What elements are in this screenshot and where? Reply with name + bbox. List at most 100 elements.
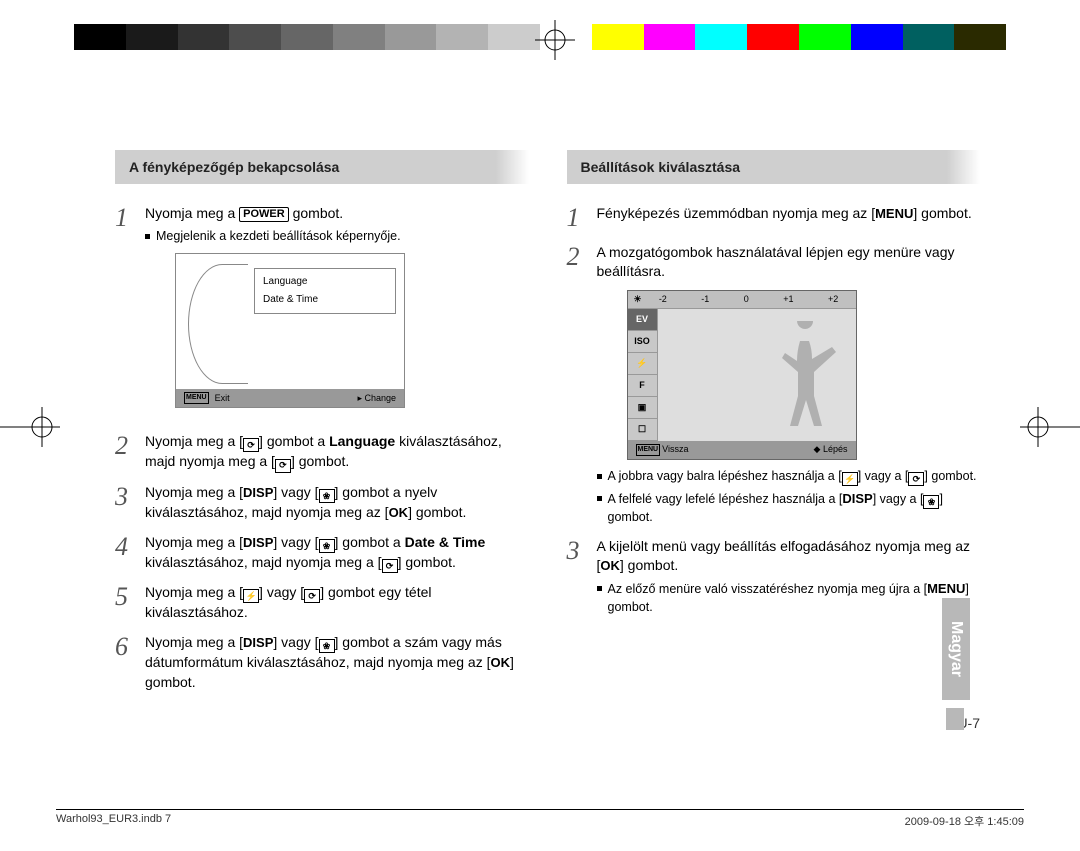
menu-label: MENU bbox=[875, 206, 913, 221]
bullet-text: Az előző menüre való visszatéréshez nyom… bbox=[608, 580, 981, 616]
page-content: A fényképezőgép bekapcsolása 1 Nyomja me… bbox=[115, 150, 980, 703]
scale-label: +1 bbox=[783, 293, 793, 306]
step-number: 2 bbox=[567, 243, 597, 527]
timer-icon: ⟳ bbox=[243, 438, 259, 452]
bullet-text: A felfelé vagy lefelé lépéshez használja… bbox=[608, 490, 981, 527]
camera-settings-screen: ☀ -2 -1 0 +1 +2 EV ISO ⚡ F ▣ bbox=[627, 290, 857, 460]
step-6: 6 Nyomja meg a [DISP] vagy [❀] gombot a … bbox=[115, 633, 529, 692]
menu-item: Date & Time bbox=[263, 293, 387, 307]
step-text: ] gombot. bbox=[913, 205, 971, 221]
step-text: ] gombot a bbox=[335, 534, 405, 550]
step-text: Nyomja meg a [ bbox=[145, 433, 243, 449]
step-text: gombot. bbox=[293, 205, 344, 221]
iso-icon: ISO bbox=[628, 331, 657, 353]
step-1: 1 Nyomja meg a POWER gombot. Megjelenik … bbox=[115, 204, 529, 422]
doc-footer-right: 2009-09-18 오후 1:45:09 bbox=[905, 813, 1024, 829]
flash-icon: ⚡ bbox=[628, 353, 657, 375]
scale-label: +2 bbox=[828, 293, 838, 306]
section-header-settings: Beállítások kiválasztása bbox=[567, 150, 981, 184]
step-3: 3 Nyomja meg a [DISP] vagy [❀] gombot a … bbox=[115, 483, 529, 523]
macro-icon: ❀ bbox=[319, 539, 335, 553]
meter-icon: ▣ bbox=[628, 397, 657, 419]
step-text: ] vagy [ bbox=[273, 484, 318, 500]
step-1: 1 Fényképezés üzemmódban nyomja meg az [… bbox=[567, 204, 981, 233]
step-sub: Megjelenik a kezdeti beállítások képerny… bbox=[156, 228, 401, 246]
flash-icon: ⚡ bbox=[243, 589, 259, 603]
step-2: 2 Nyomja meg a [⟳] gombot a Language kiv… bbox=[115, 432, 529, 473]
macro-icon: ❀ bbox=[923, 495, 939, 509]
ev-icon: ☀ bbox=[628, 293, 642, 306]
step-4: 4 Nyomja meg a [DISP] vagy [❀] gombot a … bbox=[115, 533, 529, 574]
doc-footer-left: Warhol93_EUR3.indb 7 bbox=[56, 813, 171, 829]
macro-icon: ❀ bbox=[319, 489, 335, 503]
timer-icon: ⟳ bbox=[908, 472, 924, 486]
menu-label: MENU bbox=[927, 581, 965, 596]
timer-icon: ⟳ bbox=[382, 559, 398, 573]
footer-change: Change bbox=[364, 393, 396, 403]
footer-step: Lépés bbox=[823, 444, 848, 454]
macro-icon: ❀ bbox=[319, 639, 335, 653]
bold-text: Language bbox=[329, 433, 395, 449]
menu-label: MENU bbox=[184, 392, 209, 404]
focus-icon: F bbox=[628, 375, 657, 397]
timer-icon: ⟳ bbox=[275, 459, 291, 473]
step-text: A mozgatógombok használatával lépjen egy… bbox=[597, 244, 955, 280]
ok-label: OK bbox=[490, 655, 510, 670]
step-text: ] vagy [ bbox=[259, 584, 304, 600]
step-text: ] gombot a bbox=[259, 433, 329, 449]
menu-item: Language bbox=[263, 275, 387, 289]
scale-label: -1 bbox=[701, 293, 709, 306]
step-text: Fényképezés üzemmódban nyomja meg az [ bbox=[597, 205, 876, 221]
step-text: ] gombot. bbox=[291, 453, 349, 469]
step-5: 5 Nyomja meg a [⚡] vagy [⟳] gombot egy t… bbox=[115, 583, 529, 623]
camera-setup-screen: Language Date & Time MENU Exit ▸ Change bbox=[175, 253, 405, 408]
timer-icon: ⟳ bbox=[304, 589, 320, 603]
right-column: Beállítások kiválasztása 1 Fényképezés ü… bbox=[567, 150, 981, 703]
bullet-text: A jobbra vagy balra lépéshez használja a… bbox=[608, 468, 977, 486]
left-column: A fényképezőgép bekapcsolása 1 Nyomja me… bbox=[115, 150, 529, 703]
disp-label: DISP bbox=[243, 635, 273, 650]
step-text: Nyomja meg a [ bbox=[145, 534, 243, 550]
step-text: ] gombot. bbox=[620, 557, 678, 573]
step-number: 2 bbox=[115, 432, 145, 473]
step-text: ] vagy [ bbox=[273, 634, 318, 650]
footer-back: Vissza bbox=[662, 443, 688, 456]
step-text: ] gombot. bbox=[408, 504, 466, 520]
scale-label: -2 bbox=[659, 293, 667, 306]
step-text: ] gombot. bbox=[398, 554, 456, 570]
disp-label: DISP bbox=[842, 491, 872, 506]
disp-label: DISP bbox=[243, 535, 273, 550]
step-number: 1 bbox=[567, 204, 597, 233]
step-text: ] vagy [ bbox=[273, 534, 318, 550]
ev-icon: EV bbox=[628, 309, 657, 331]
crop-mark-icon bbox=[1020, 407, 1080, 447]
menu-label: MENU bbox=[636, 444, 661, 456]
crop-mark-icon bbox=[0, 407, 60, 447]
footer-exit: Exit bbox=[215, 392, 230, 405]
section-header-power: A fényképezőgép bekapcsolása bbox=[115, 150, 529, 184]
step-number: 3 bbox=[115, 483, 145, 523]
step-number: 3 bbox=[567, 537, 597, 616]
step-3: 3 A kijelölt menü vagy beállítás elfogad… bbox=[567, 537, 981, 616]
step-2: 2 A mozgatógombok használatával lépjen e… bbox=[567, 243, 981, 527]
frame-icon: ☐ bbox=[628, 419, 657, 441]
flash-icon: ⚡ bbox=[842, 472, 858, 486]
language-tab: Magyar bbox=[942, 598, 970, 700]
power-button-label: POWER bbox=[239, 207, 289, 222]
step-text: Nyomja meg a [ bbox=[145, 634, 243, 650]
ok-label: OK bbox=[600, 558, 620, 573]
step-text: Nyomja meg a [ bbox=[145, 584, 243, 600]
step-number: 5 bbox=[115, 583, 145, 623]
ok-label: OK bbox=[389, 505, 409, 520]
step-number: 1 bbox=[115, 204, 145, 422]
step-text: Nyomja meg a [ bbox=[145, 484, 243, 500]
step-number: 6 bbox=[115, 633, 145, 692]
step-text: kiválasztásához, majd nyomja meg a [ bbox=[145, 554, 382, 570]
scale-label: 0 bbox=[744, 293, 749, 306]
step-number: 4 bbox=[115, 533, 145, 574]
crop-mark-icon bbox=[535, 20, 575, 60]
bold-text: Date & Time bbox=[405, 534, 486, 550]
disp-label: DISP bbox=[243, 485, 273, 500]
step-text: Nyomja meg a bbox=[145, 205, 239, 221]
person-silhouette-icon bbox=[770, 321, 840, 441]
